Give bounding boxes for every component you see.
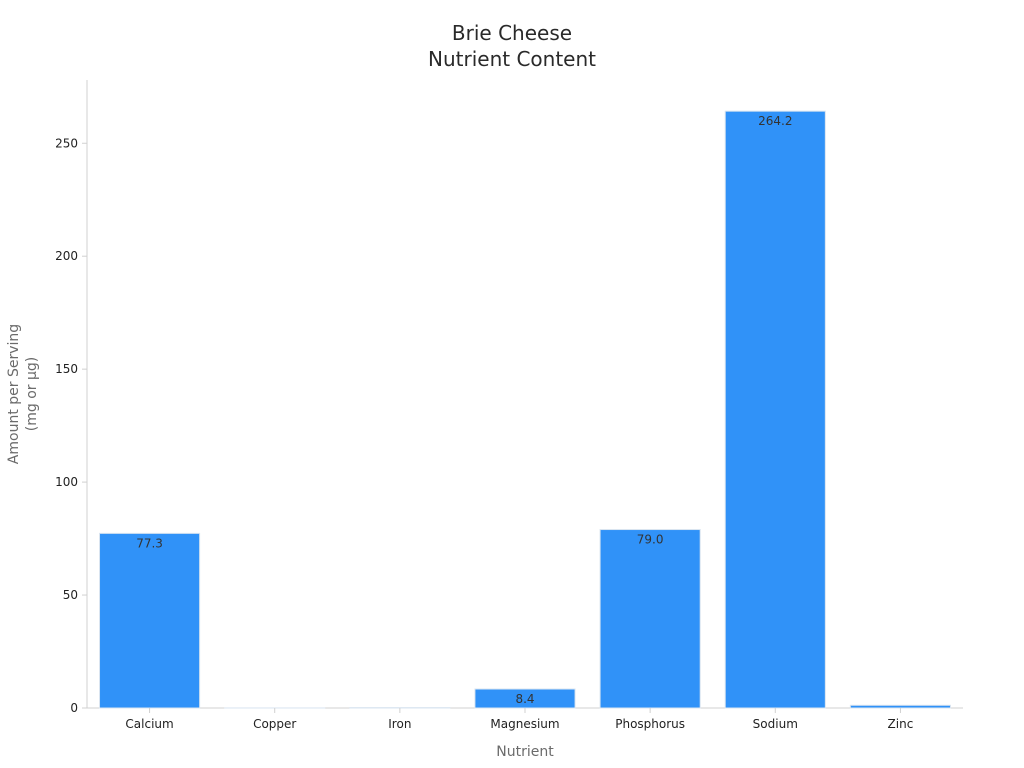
x-ticks: Calcium Copper Iron Magnesium Phosphorus Sodi… bbox=[125, 708, 913, 731]
y-tick-label: 250 bbox=[55, 136, 78, 150]
y-tick-label: 200 bbox=[55, 249, 78, 263]
chart-subtitle: Nutrient Content bbox=[428, 47, 596, 71]
bar-zinc bbox=[849, 704, 951, 709]
chart-title-block: Brie Cheese Nutrient Content bbox=[0, 20, 1024, 72]
y-ticks: 0 50 100 150 200 250 bbox=[55, 136, 87, 715]
bar-calcium bbox=[99, 532, 201, 709]
y-axis-title: Amount per Serving (mg or µg) bbox=[6, 324, 40, 464]
x-tick-label: Calcium bbox=[125, 717, 173, 731]
y-axis-title-line2: (mg or µg) bbox=[24, 357, 40, 431]
y-axis-title-line1: Amount per Serving bbox=[6, 324, 22, 464]
x-tick-label: Copper bbox=[253, 717, 296, 731]
bar-value-label: 264.2 bbox=[758, 114, 792, 128]
x-tick-label: Sodium bbox=[753, 717, 798, 731]
bar-value-labels: 77.3 8.4 79.0 264.2 bbox=[136, 114, 792, 706]
bars bbox=[99, 110, 951, 709]
axes bbox=[86, 80, 963, 709]
x-tick-label: Magnesium bbox=[490, 717, 559, 731]
bar-value-label: 8.4 bbox=[515, 692, 534, 706]
y-tick-label: 150 bbox=[55, 362, 78, 376]
bar-value-label: 77.3 bbox=[136, 536, 163, 550]
x-axis-title: Nutrient bbox=[496, 744, 554, 760]
x-tick-label: Iron bbox=[388, 717, 411, 731]
y-tick-label: 50 bbox=[63, 588, 78, 602]
bar-sodium bbox=[724, 110, 826, 709]
bar-phosphorus bbox=[599, 529, 701, 709]
y-tick-label: 100 bbox=[55, 475, 78, 489]
x-tick-label: Phosphorus bbox=[615, 717, 685, 731]
y-tick-label: 0 bbox=[70, 701, 78, 715]
chart-title: Brie Cheese bbox=[451, 21, 573, 45]
bar-value-label: 79.0 bbox=[637, 533, 664, 547]
x-tick-label: Zinc bbox=[888, 717, 914, 731]
